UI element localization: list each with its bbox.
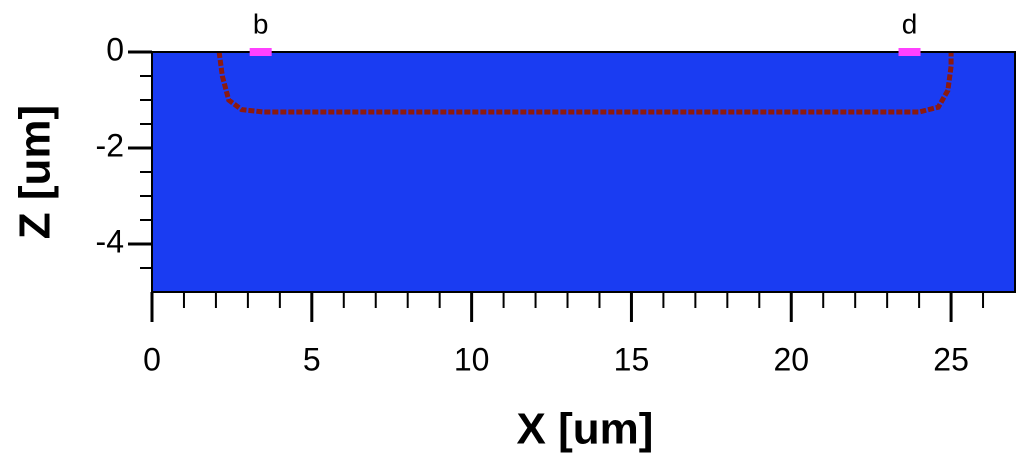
x-axis-title: X [um] [517, 405, 654, 454]
electrode-marker [249, 48, 272, 56]
y-tick-label: 0 [106, 31, 124, 67]
plot-area [152, 52, 1015, 292]
x-tick-label: 5 [303, 341, 321, 377]
y-tick-label: -4 [96, 223, 124, 259]
x-tick-label: 0 [143, 341, 161, 377]
field-heat [285, 52, 965, 114]
y-axis-title: Z [um] [11, 105, 60, 239]
y-tick-label: -2 [96, 127, 124, 163]
junction-line [216, 52, 954, 115]
x-tick-label: 10 [454, 341, 490, 377]
marker-label: d [902, 8, 918, 39]
marker-label: b [253, 8, 269, 39]
x-tick-label: 25 [933, 341, 969, 377]
x-tick-label: 20 [773, 341, 809, 377]
x-tick-label: 15 [614, 341, 650, 377]
electrode-marker [898, 48, 921, 56]
